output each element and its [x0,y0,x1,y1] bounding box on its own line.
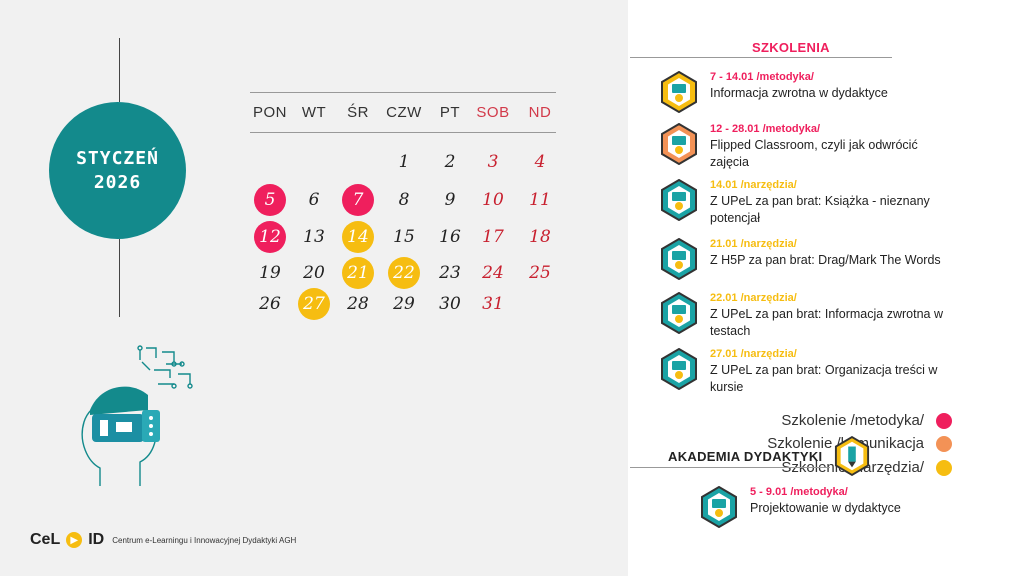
calendar-day-15: 15 [393,227,415,247]
play-arrow-icon: ▶ [66,532,83,548]
month-badge: STYCZEŃ 2026 [49,102,186,239]
calendar-header-bottom-line [250,132,556,133]
calendar-day-17: 17 [482,227,504,247]
event-date: 7 - 14.01 /metodyka/ [710,71,814,83]
calendar-day-24: 24 [482,263,504,283]
event-item[interactable]: 22.01 /narzędzia/Z UPeL za pan brat: Inf… [660,292,960,340]
brand-subtitle: Centrum e-Learningu i Innowacyjnej Dydak… [112,535,297,545]
event-text: 21.01 /narzędzia/Z H5P za pan brat: Drag… [710,238,941,269]
event-title: Flipped Classroom, czyli jak odwrócić za… [710,138,918,169]
brand-logo: CeL ▶ ID Centrum e-Learningu i Innowacyj… [30,531,296,549]
divider-line-top [119,38,120,102]
calendar-day-23: 23 [439,263,461,283]
event-text: 14.01 /narzędzia/Z UPeL za pan brat: Ksi… [710,179,960,227]
upel-badge-icon [661,348,697,390]
calendar-day-6: 6 [308,190,320,210]
weekday-czw: CZW [386,104,422,121]
legend-label: Szkolenie /metodyka/ [781,412,924,429]
h5p-badge-icon [661,238,697,280]
event-text: 7 - 14.01 /metodyka/Informacja zwrotna w… [710,71,888,102]
event-date: 5 - 9.01 /metodyka/ [750,486,848,498]
calendar-day-27: 27 [298,288,330,320]
brand-name-right: ID [88,531,105,548]
pencil-badge-icon [834,436,870,476]
event-text: 5 - 9.01 /metodyka/Projektowanie w dydak… [750,486,901,517]
weekday-śr: ŚR [347,104,369,121]
trainings-title: SZKOLENIA [752,40,830,55]
calendar-day-12: 12 [254,221,286,253]
month-name: STYCZEŃ [76,147,159,169]
calendar-day-25: 25 [529,263,551,283]
calendar-day-10: 10 [482,190,504,210]
calendar-day-11: 11 [529,190,551,210]
calendar-day-1: 1 [398,152,410,172]
calendar-day-22: 22 [388,257,420,289]
legend-color-dot [936,435,952,452]
event-date: 21.01 /narzędzia/ [710,238,797,250]
academy-title-line [630,467,830,468]
calendar-day-13: 13 [303,227,325,247]
calendar-day-16: 16 [439,227,461,247]
event-title: Projektowanie w dydaktyce [750,501,901,515]
calendar-day-18: 18 [529,227,551,247]
trainings-title-line [630,57,892,58]
event-item[interactable]: 7 - 14.01 /metodyka/Informacja zwrotna w… [660,71,888,113]
event-item[interactable]: 27.01 /narzędzia/Z UPeL za pan brat: Org… [660,348,960,396]
event-date: 22.01 /narzędzia/ [710,292,797,304]
calendar-day-3: 3 [487,152,499,172]
weekday-nd: ND [528,104,552,121]
month-year: 2026 [93,171,142,193]
weekday-wt: WT [301,104,327,121]
legend-item: Szkolenie /metodyka/ [781,412,952,429]
calendar-day-7: 7 [342,184,374,216]
legend-color-dot [936,412,952,429]
event-text: 12 - 28.01 /metodyka/Flipped Classroom, … [710,123,960,171]
academy-title: AKADEMIA DYDAKTYKI [668,449,823,464]
calendar-day-8: 8 [398,190,410,210]
calendar-day-29: 29 [393,294,415,314]
feedback-badge-icon [661,71,697,113]
divider-line-bottom [119,239,120,317]
event-title: Z UPeL za pan brat: Organizacja treści w… [710,363,938,394]
event-title: Z UPeL za pan brat: Informacja zwrotna w… [710,307,943,338]
vr-head-illustration-icon [81,345,193,486]
classroom-badge-icon [661,123,697,165]
calendar-day-26: 26 [259,294,281,314]
event-item[interactable]: 5 - 9.01 /metodyka/Projektowanie w dydak… [700,486,901,528]
weekday-pt: PT [439,104,461,121]
weekday-pon: PON [252,104,287,121]
calendar-day-2: 2 [444,152,456,172]
calendar-day-28: 28 [347,294,369,314]
calendar-day-9: 9 [444,190,456,210]
design-badge-icon [701,486,737,528]
calendar-day-4: 4 [534,152,546,172]
event-item[interactable]: 14.01 /narzędzia/Z UPeL za pan brat: Ksi… [660,179,960,227]
event-date: 12 - 28.01 /metodyka/ [710,123,821,135]
event-item[interactable]: 21.01 /narzędzia/Z H5P za pan brat: Drag… [660,238,941,280]
calendar-day-21: 21 [342,257,374,289]
event-title: Z UPeL za pan brat: Książka - nieznany p… [710,194,930,225]
legend-color-dot [936,459,952,476]
calendar-day-31: 31 [482,294,504,314]
calendar-day-5: 5 [254,184,286,216]
event-date: 14.01 /narzędzia/ [710,179,797,191]
upel-badge-icon [661,292,697,334]
event-title: Z H5P za pan brat: Drag/Mark The Words [710,253,941,267]
calendar-day-14: 14 [342,221,374,253]
event-text: 27.01 /narzędzia/Z UPeL za pan brat: Org… [710,348,960,396]
brand-name-left: CeL [30,531,61,548]
event-title: Informacja zwrotna w dydaktyce [710,86,888,100]
event-item[interactable]: 12 - 28.01 /metodyka/Flipped Classroom, … [660,123,960,171]
calendar-day-30: 30 [439,294,461,314]
calendar-day-19: 19 [259,263,281,283]
upel-badge-icon [661,179,697,221]
calendar-header-top-line [250,92,556,93]
event-date: 27.01 /narzędzia/ [710,348,797,360]
weekday-sob: SOB [476,104,510,121]
calendar-day-20: 20 [303,263,325,283]
event-text: 22.01 /narzędzia/Z UPeL za pan brat: Inf… [710,292,960,340]
